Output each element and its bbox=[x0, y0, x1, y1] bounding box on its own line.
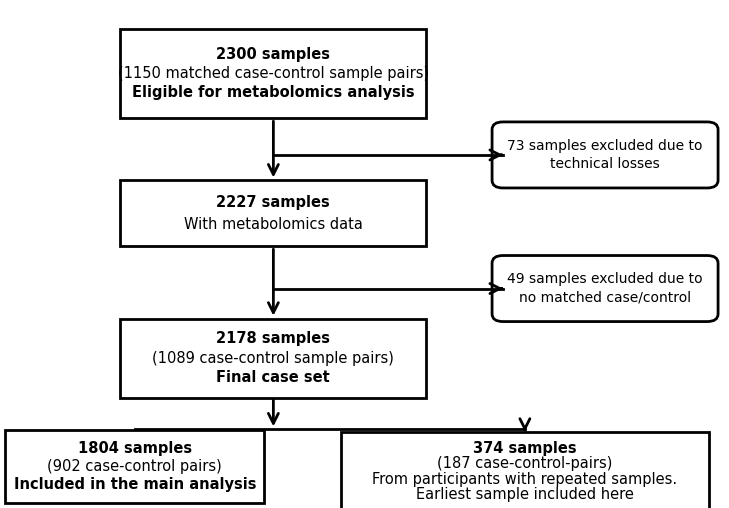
Bar bbox=[120, 319, 426, 397]
Bar bbox=[340, 432, 709, 508]
Text: Final case set: Final case set bbox=[217, 370, 330, 385]
Text: 2300 samples: 2300 samples bbox=[217, 47, 330, 62]
Text: Included in the main analysis: Included in the main analysis bbox=[14, 477, 256, 492]
Text: 374 samples: 374 samples bbox=[473, 441, 577, 456]
Text: Eligible for metabolomics analysis: Eligible for metabolomics analysis bbox=[132, 85, 415, 101]
Text: Earliest sample included here: Earliest sample included here bbox=[416, 487, 634, 502]
Bar bbox=[6, 430, 264, 503]
Text: technical losses: technical losses bbox=[550, 157, 660, 171]
Text: From participants with repeated samples.: From participants with repeated samples. bbox=[373, 471, 677, 487]
Text: 2227 samples: 2227 samples bbox=[217, 195, 330, 210]
FancyBboxPatch shape bbox=[492, 122, 718, 188]
Text: 2178 samples: 2178 samples bbox=[217, 331, 330, 346]
Text: With metabolomics data: With metabolomics data bbox=[184, 216, 363, 232]
FancyBboxPatch shape bbox=[492, 256, 718, 322]
Text: (187 case-control-pairs): (187 case-control-pairs) bbox=[437, 456, 612, 471]
Bar bbox=[120, 29, 426, 118]
Text: (1150 matched case-control sample pairs): (1150 matched case-control sample pairs) bbox=[118, 66, 429, 81]
Text: 49 samples excluded due to: 49 samples excluded due to bbox=[507, 272, 703, 287]
Text: 73 samples excluded due to: 73 samples excluded due to bbox=[507, 139, 703, 153]
Text: (902 case-control pairs): (902 case-control pairs) bbox=[47, 459, 222, 474]
Text: no matched case/control: no matched case/control bbox=[519, 291, 691, 305]
Bar bbox=[120, 180, 426, 246]
Text: 1804 samples: 1804 samples bbox=[78, 440, 192, 456]
Text: (1089 case-control sample pairs): (1089 case-control sample pairs) bbox=[152, 351, 394, 366]
